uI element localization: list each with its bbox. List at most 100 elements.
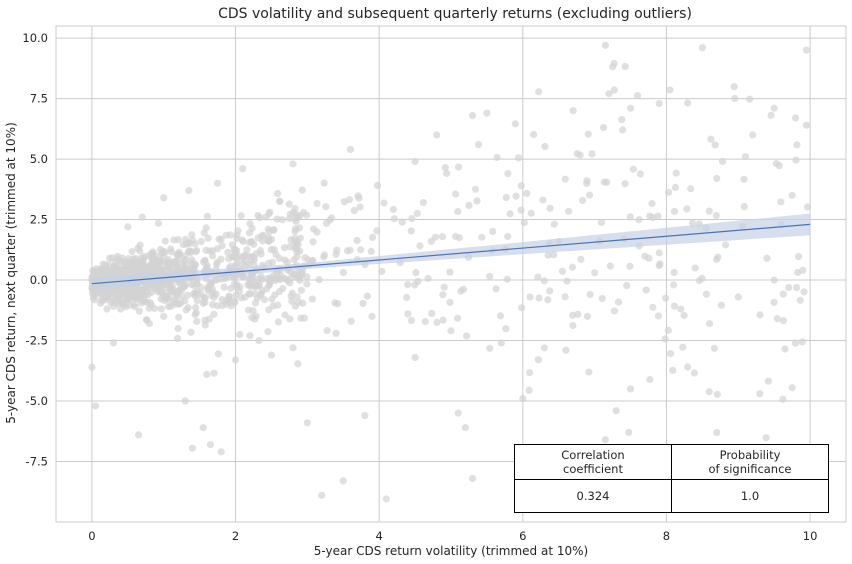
- data-point: [150, 261, 158, 269]
- data-point: [294, 298, 303, 306]
- data-point: [259, 231, 267, 239]
- data-point: [278, 216, 286, 224]
- data-point: [446, 268, 454, 276]
- data-point: [217, 448, 225, 456]
- data-point: [183, 291, 192, 299]
- data-point: [625, 428, 633, 436]
- data-point: [367, 247, 375, 256]
- data-point: [309, 225, 318, 233]
- data-point: [233, 234, 241, 242]
- data-point: [518, 304, 526, 312]
- data-point: [201, 298, 209, 306]
- data-point: [181, 397, 189, 405]
- data-point: [157, 305, 165, 313]
- data-point: [457, 287, 465, 295]
- data-point: [303, 419, 311, 427]
- stats-value-correlation: 0.324: [514, 479, 672, 513]
- data-point: [662, 294, 670, 302]
- data-point: [411, 281, 419, 289]
- data-point: [717, 301, 726, 309]
- data-point: [117, 305, 125, 313]
- data-point: [802, 121, 811, 129]
- data-point: [705, 207, 713, 215]
- data-point: [792, 156, 800, 164]
- data-point: [496, 312, 505, 320]
- data-point: [145, 304, 153, 312]
- data-point: [702, 290, 710, 298]
- data-point: [565, 207, 573, 215]
- data-point: [94, 288, 102, 296]
- data-point: [390, 215, 398, 223]
- data-point: [579, 196, 587, 205]
- data-point: [288, 297, 296, 305]
- data-point: [767, 111, 775, 119]
- data-point: [245, 229, 254, 237]
- data-point: [517, 206, 525, 214]
- data-point: [267, 245, 275, 254]
- data-point: [286, 210, 294, 218]
- data-point: [669, 366, 677, 374]
- data-point: [800, 288, 808, 296]
- data-point: [523, 189, 531, 198]
- data-point: [322, 219, 331, 227]
- data-point: [156, 245, 165, 254]
- data-point: [303, 280, 311, 288]
- data-point: [666, 86, 674, 94]
- data-point: [779, 290, 787, 298]
- data-point: [504, 232, 512, 241]
- data-point: [265, 280, 274, 288]
- y-tick-label: 10.0: [22, 31, 48, 45]
- data-point: [661, 335, 669, 343]
- data-point: [433, 318, 441, 327]
- data-point: [246, 290, 254, 298]
- data-point: [451, 232, 460, 241]
- data-point: [474, 140, 483, 149]
- x-tick-label: 0: [88, 529, 95, 543]
- data-point: [275, 274, 283, 282]
- data-point: [356, 203, 364, 211]
- data-point: [785, 283, 793, 292]
- data-point: [671, 183, 680, 191]
- chart-title: CDS volatility and subsequent quarterly …: [218, 6, 692, 22]
- data-point: [428, 309, 436, 318]
- data-point: [683, 205, 691, 213]
- data-point: [197, 290, 205, 298]
- data-point: [526, 369, 534, 377]
- data-point: [213, 179, 222, 187]
- data-point: [411, 353, 419, 362]
- data-point: [132, 295, 140, 303]
- data-point: [339, 268, 347, 277]
- data-point: [684, 99, 692, 107]
- data-point: [680, 311, 688, 320]
- data-point: [540, 344, 548, 352]
- data-point: [710, 344, 718, 352]
- data-point: [695, 276, 703, 285]
- data-point: [280, 244, 289, 252]
- data-point: [791, 339, 800, 347]
- data-point: [373, 227, 381, 235]
- data-point: [271, 291, 279, 299]
- x-tick-label: 2: [232, 529, 239, 543]
- data-point: [228, 241, 237, 249]
- data-point: [527, 209, 535, 217]
- data-point: [132, 261, 141, 269]
- data-point: [128, 248, 136, 256]
- data-point: [734, 293, 742, 301]
- data-point: [741, 153, 750, 161]
- data-point: [289, 344, 297, 352]
- data-point: [255, 336, 263, 345]
- data-point: [773, 315, 781, 323]
- data-point: [138, 257, 146, 265]
- data-point: [544, 251, 552, 259]
- data-point: [745, 95, 754, 103]
- data-point: [530, 130, 538, 139]
- data-point: [489, 227, 497, 235]
- data-point: [244, 306, 253, 314]
- data-point: [269, 226, 278, 234]
- data-point: [412, 269, 420, 277]
- data-point: [636, 170, 644, 178]
- data-point: [677, 305, 685, 313]
- data-point: [291, 204, 299, 213]
- data-point: [585, 368, 593, 376]
- data-point: [550, 251, 558, 259]
